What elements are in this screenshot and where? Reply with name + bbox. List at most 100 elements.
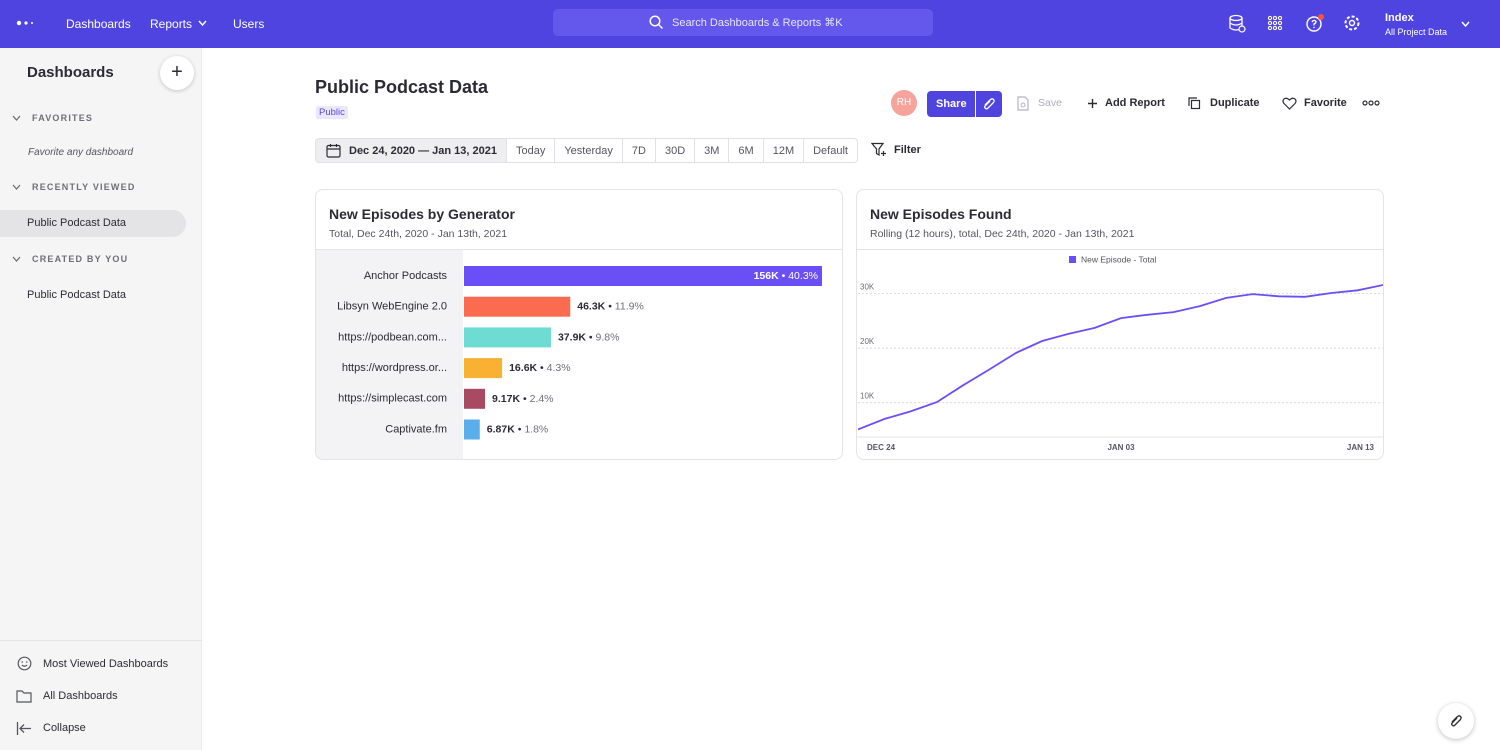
more-button[interactable] bbox=[1362, 99, 1380, 107]
preset[interactable]: Yesterday bbox=[554, 139, 622, 162]
preset[interactable]: Default bbox=[803, 139, 857, 162]
bar bbox=[464, 420, 480, 440]
search-placeholder: Search Dashboards & Reports ⌘K bbox=[672, 16, 843, 29]
top-nav: Dashboards Reports Users Search Dashboar… bbox=[0, 0, 1500, 48]
filter-icon bbox=[871, 142, 887, 157]
section-heading[interactable]: FAVORITES bbox=[32, 113, 93, 123]
value: 9.17K bbox=[492, 393, 520, 405]
avatar[interactable]: RH bbox=[891, 90, 917, 116]
settings-icon[interactable] bbox=[1343, 14, 1361, 32]
footer-link[interactable]: Most Viewed Dashboards bbox=[43, 658, 168, 670]
x-tick-label: JAN 13 bbox=[1347, 443, 1375, 452]
apps-icon[interactable] bbox=[1267, 15, 1283, 31]
card-title[interactable]: New Episodes Found bbox=[870, 206, 1012, 222]
logo[interactable] bbox=[16, 18, 38, 28]
nav-link[interactable]: Users bbox=[233, 17, 264, 31]
separator: • bbox=[537, 362, 547, 374]
save-button[interactable]: Save bbox=[1038, 97, 1062, 109]
data-icon[interactable] bbox=[1227, 14, 1247, 34]
project-name[interactable]: Index bbox=[1385, 12, 1414, 24]
line-chart: 10K20K30KDEC 24JAN 03JAN 13New Episode -… bbox=[857, 250, 1383, 460]
filter-button[interactable]: Filter bbox=[894, 144, 921, 156]
report-card: New Episodes Found Rolling (12 hours), t… bbox=[856, 189, 1384, 460]
value-label: 6.87K • 1.8% bbox=[487, 423, 548, 435]
calendar-icon bbox=[326, 143, 341, 158]
value: 6.87K bbox=[487, 423, 515, 435]
y-tick-label: 20K bbox=[860, 337, 875, 346]
preset[interactable]: Today bbox=[506, 139, 554, 162]
value: 16.6K bbox=[509, 362, 537, 374]
legend-label: New Episode - Total bbox=[1081, 254, 1157, 264]
chevron[interactable] bbox=[12, 115, 21, 122]
preset[interactable]: 7D bbox=[622, 139, 655, 162]
chevron[interactable] bbox=[12, 256, 21, 263]
search-icon bbox=[649, 15, 664, 30]
legend-swatch bbox=[1069, 256, 1076, 263]
duplicate-button[interactable]: Duplicate bbox=[1210, 97, 1260, 109]
separator: • bbox=[520, 393, 530, 405]
separator: • bbox=[605, 300, 615, 312]
nav-link[interactable]: Dashboards bbox=[66, 17, 131, 31]
chevron[interactable] bbox=[12, 184, 21, 191]
category-label: https://wordpress.or... bbox=[342, 362, 447, 374]
preset[interactable]: 12M bbox=[763, 139, 803, 162]
date-range-selected[interactable]: Dec 24, 2020 — Jan 13, 2021 bbox=[316, 139, 506, 162]
footer-link[interactable]: Collapse bbox=[43, 722, 86, 734]
bar bbox=[464, 327, 551, 347]
report-card: New Episodes by Generator Total, Dec 24t… bbox=[315, 189, 843, 460]
value-label: 46.3K • 11.9% bbox=[577, 300, 644, 312]
floating-link-button[interactable] bbox=[1438, 703, 1474, 739]
sidebar-item[interactable]: Public Podcast Data bbox=[27, 217, 126, 229]
sidebar-item: Favorite any dashboard bbox=[28, 147, 133, 158]
y-tick-label: 30K bbox=[860, 283, 875, 292]
x-tick-label: JAN 03 bbox=[1107, 443, 1135, 452]
divider bbox=[975, 91, 976, 117]
category-label: https://podbean.com... bbox=[338, 331, 447, 343]
preset[interactable]: 30D bbox=[655, 139, 694, 162]
series-line bbox=[858, 285, 1383, 430]
preset[interactable]: 6M bbox=[728, 139, 762, 162]
value: 156K bbox=[754, 270, 780, 282]
share: 9.8% bbox=[596, 331, 620, 343]
separator: • bbox=[586, 331, 596, 343]
date-range-bar: Dec 24, 2020 — Jan 13, 2021 Today Yester… bbox=[315, 138, 858, 163]
project-sub: All Project Data bbox=[1385, 27, 1447, 37]
bar-chart: Anchor Podcasts156K • 40.3%Libsyn WebEng… bbox=[316, 250, 842, 460]
share: 1.8% bbox=[524, 423, 548, 435]
preset[interactable]: 3M bbox=[694, 139, 728, 162]
value-label: 156K • 40.3% bbox=[754, 270, 818, 282]
favorite-button[interactable]: Favorite bbox=[1304, 97, 1347, 109]
share: 11.9% bbox=[615, 300, 644, 312]
value-label: 16.6K • 4.3% bbox=[509, 362, 570, 374]
share-group: Share bbox=[927, 91, 1002, 117]
add-dashboard-button[interactable]: + bbox=[160, 56, 194, 90]
folder-icon bbox=[16, 689, 33, 703]
footer-link[interactable]: All Dashboards bbox=[43, 690, 118, 702]
add-report-button[interactable]: Add Report bbox=[1105, 97, 1165, 109]
bar bbox=[464, 297, 570, 317]
section-heading[interactable]: RECENTLY VIEWED bbox=[32, 182, 136, 192]
card-title[interactable]: New Episodes by Generator bbox=[329, 206, 515, 222]
bar bbox=[464, 389, 485, 409]
separator: • bbox=[515, 423, 525, 435]
help-icon[interactable] bbox=[1305, 13, 1327, 33]
value: 37.9K bbox=[558, 331, 586, 343]
y-tick-label: 10K bbox=[860, 392, 875, 401]
value-label: 9.17K • 2.4% bbox=[492, 393, 553, 405]
link-button[interactable] bbox=[981, 96, 997, 112]
separator: • bbox=[779, 270, 789, 282]
nav-link[interactable]: Reports bbox=[150, 17, 192, 31]
category-label: https://simplecast.com bbox=[338, 393, 447, 405]
share-button[interactable]: Share bbox=[936, 98, 967, 110]
section-heading[interactable]: CREATED BY YOU bbox=[32, 254, 128, 264]
bar bbox=[464, 358, 502, 378]
save-icon bbox=[1016, 96, 1030, 111]
chevron bbox=[1461, 21, 1470, 28]
value-label: 37.9K • 9.8% bbox=[558, 331, 619, 343]
badge: Public bbox=[316, 106, 348, 119]
heart-icon bbox=[1282, 97, 1297, 110]
search-box[interactable]: Search Dashboards & Reports ⌘K bbox=[553, 9, 933, 36]
dashboard-title: Public Podcast Data bbox=[315, 77, 488, 98]
sidebar-item[interactable]: Public Podcast Data bbox=[27, 289, 126, 301]
share: 4.3% bbox=[547, 362, 571, 374]
